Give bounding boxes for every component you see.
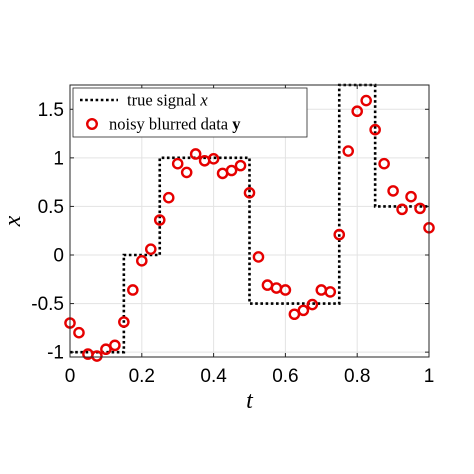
data-point [279,284,292,296]
legend-true-signal-symbol: x [199,91,208,110]
y-tick-label: 0.5 [38,197,64,218]
data-point [414,202,426,215]
data-point [135,255,148,267]
axes-frame [69,84,430,358]
legend-box [72,87,308,138]
data-point [405,190,417,203]
data-point [351,105,364,118]
x-tick-label: 0.4 [200,366,227,387]
legend-true-signal: true signal x [127,91,208,110]
data-point [306,298,319,311]
x-axis-label: t [246,388,254,414]
data-point [189,148,202,160]
data-point [109,339,121,352]
data-point [225,164,238,177]
data-point [180,166,193,179]
data-point [171,157,184,170]
data-point [324,286,337,298]
legend-circle-marker-icon [85,117,98,130]
data-point [91,350,103,362]
data-point [378,157,390,170]
y-axis-label: x [0,215,26,227]
data-point [73,326,85,339]
legend: true signal x noisy blurred data y [72,87,308,138]
x-tick-label: 1 [424,366,435,387]
data-point [153,214,166,226]
data-point [243,187,256,199]
data-point [342,145,355,157]
legend-true-signal-label: true signal [127,91,200,110]
data-point [207,153,220,165]
data-point [144,243,157,255]
y-tick-label: -1 [47,343,64,364]
data-point [252,251,265,263]
legend-noisy-data: noisy blurred data y [109,115,241,134]
data-point [333,228,346,241]
data-point [162,191,175,204]
data-point [369,123,381,136]
data-point [288,308,301,321]
data-point [396,203,408,216]
data-point [297,304,310,317]
data-point [118,316,130,328]
x-tick-label: 0.6 [272,366,298,387]
x-tick-label: 0 [65,366,76,387]
legend-noisy-data-symbol: y [232,115,241,134]
series-layer [64,83,435,362]
data-point [100,343,112,356]
x-tick-label: 0.2 [129,366,155,387]
y-tick-label: 1.5 [38,100,64,121]
y-tick-label: -0.5 [31,294,64,315]
legend-noisy-data-label: noisy blurred data [109,115,232,134]
data-point [387,185,399,197]
x-tick-label: 0.8 [344,366,370,387]
tick-labels: 0 0.2 0.4 0.6 0.8 1 -1 -0.5 0 0.5 1 1.5 [31,100,434,387]
y-tick-label: 0 [53,246,64,267]
data-point [127,284,139,296]
data-point [234,159,247,172]
data-point [360,94,372,107]
y-tick-label: 1 [53,148,64,169]
